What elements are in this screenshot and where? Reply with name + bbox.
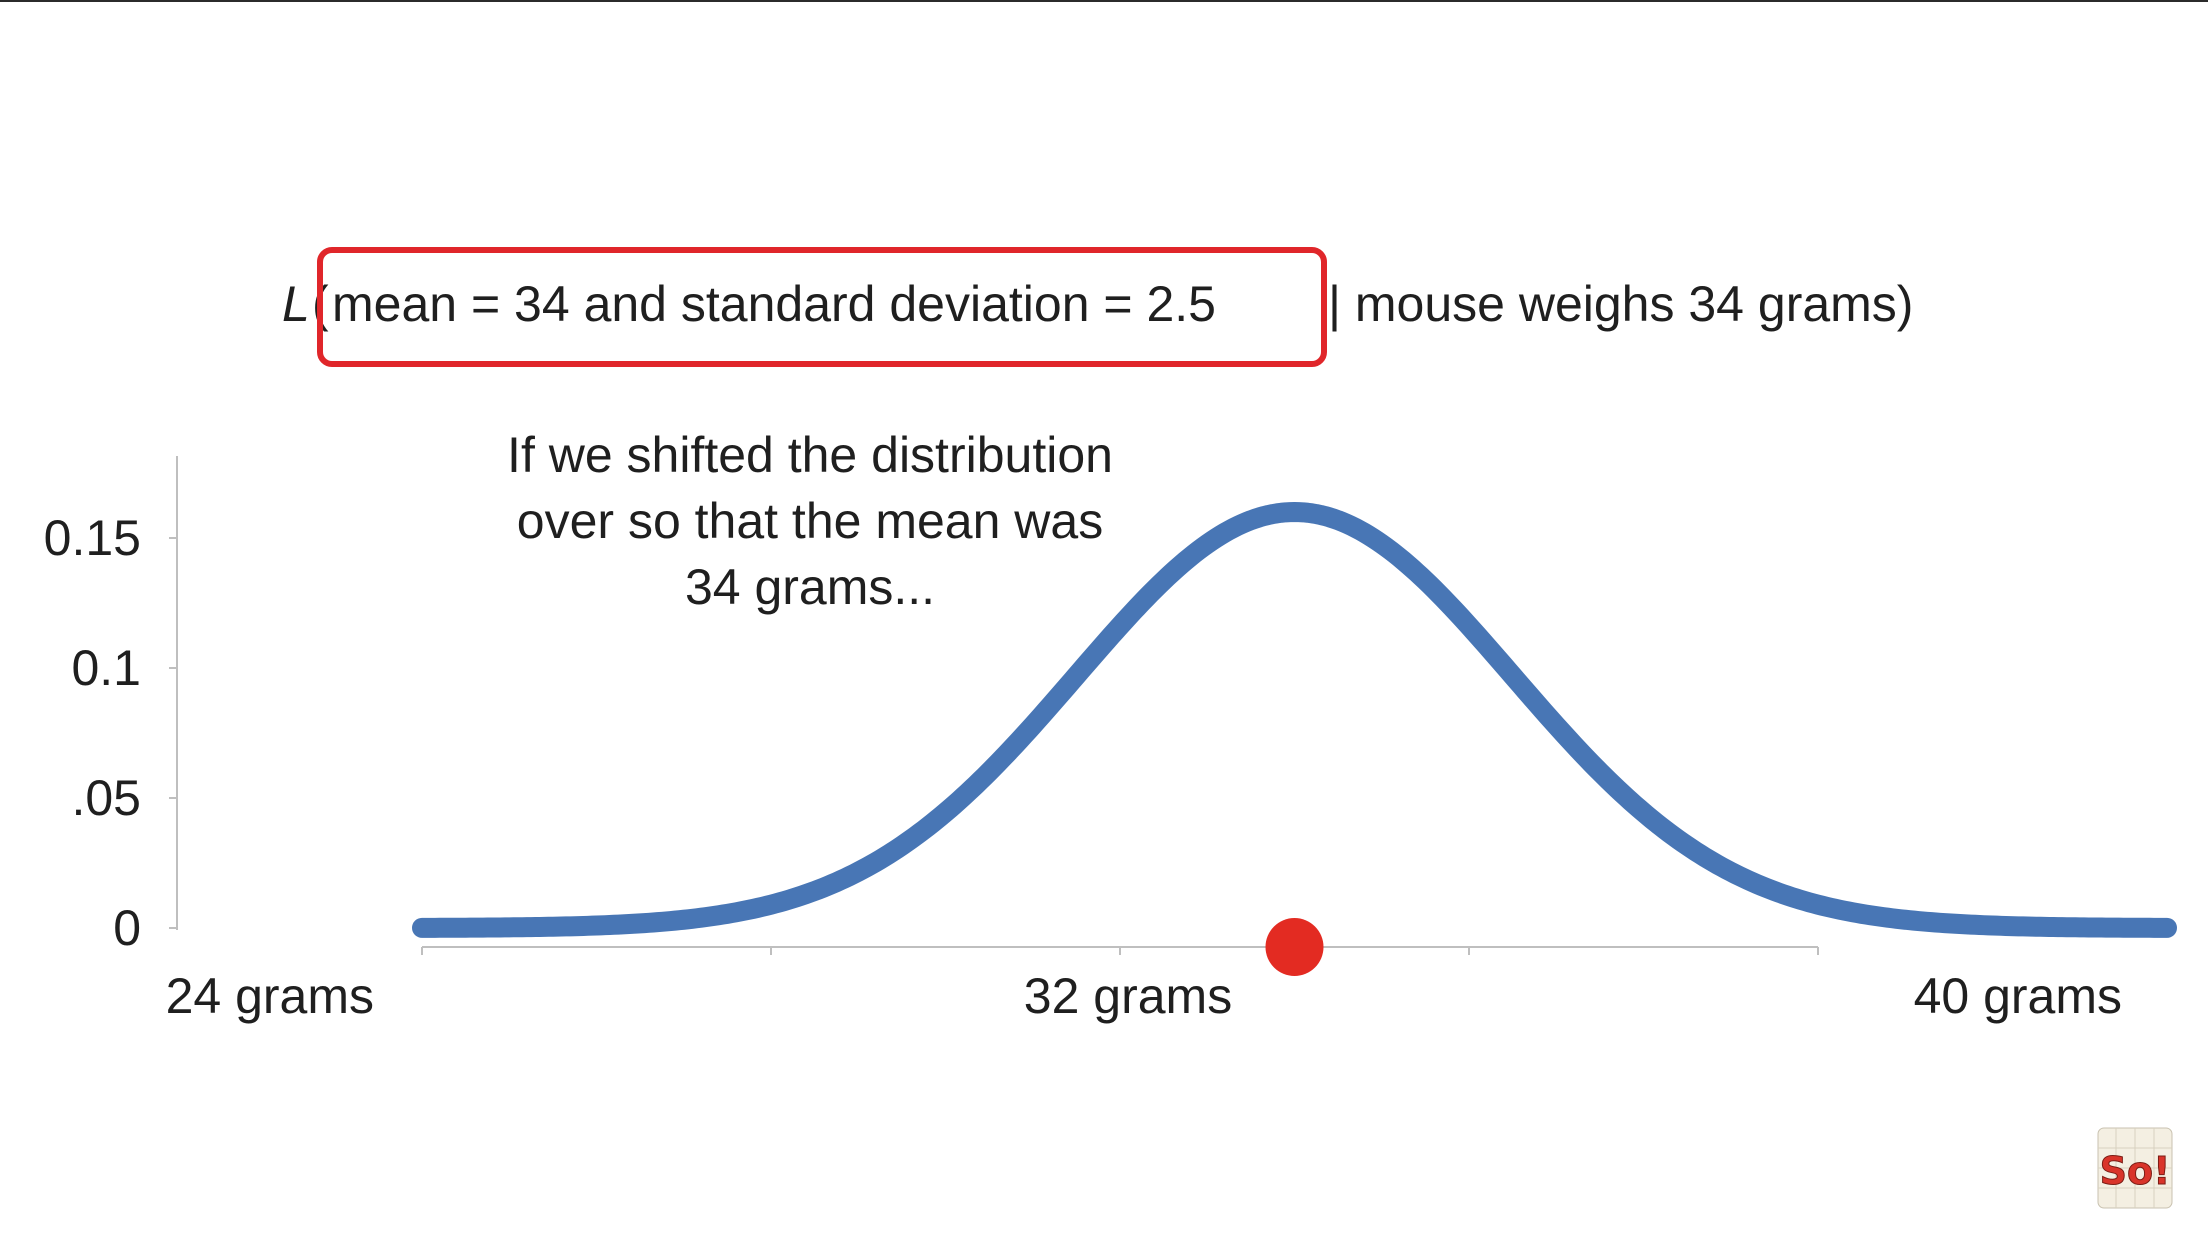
curve-layer xyxy=(412,502,2177,938)
x-tick-label: 32 grams xyxy=(1024,968,1232,1024)
annotation-line-2: over so that the mean was xyxy=(517,493,1103,549)
annotation-line-1: If we shifted the distribution xyxy=(507,427,1113,483)
statquest-logo: So! xyxy=(2097,1127,2173,1209)
top-rule xyxy=(0,0,2208,2)
observation-point xyxy=(1265,918,1324,976)
y-tick-label: 0 xyxy=(113,900,141,956)
y-axis-ticks: 0 .05 0.1 0.15 xyxy=(44,510,177,956)
y-tick-label: .05 xyxy=(71,770,141,826)
likelihood-parameters: mean = 34 and standard deviation = 2.5 xyxy=(332,276,1216,332)
logo-grid xyxy=(2098,1128,2172,1208)
axes: 0 .05 0.1 0.15 24 grams 32 grams 40 grams xyxy=(44,456,2122,1024)
likelihood-expression: L ( mean = 34 and standard deviation = 2… xyxy=(282,247,1913,367)
parameter-highlight-box xyxy=(317,247,1327,367)
observation-layer xyxy=(1265,918,1324,976)
normal-distribution-curve xyxy=(412,502,2177,938)
x-tick-label: 40 grams xyxy=(1914,968,2122,1024)
y-tick-label: 0.15 xyxy=(44,510,141,566)
logo-text: So! xyxy=(2100,1149,2171,1193)
annotation: If we shifted the distribution over so t… xyxy=(507,427,1113,615)
x-axis-ticks: 24 grams 32 grams 40 grams xyxy=(166,947,2122,1024)
y-tick-label: 0.1 xyxy=(71,640,141,696)
x-tick-label: 24 grams xyxy=(166,968,374,1024)
likelihood-symbol: L xyxy=(282,276,310,332)
annotation-line-3: 34 grams... xyxy=(685,559,935,615)
likelihood-given-data: | mouse weighs 34 grams) xyxy=(1328,276,1913,332)
